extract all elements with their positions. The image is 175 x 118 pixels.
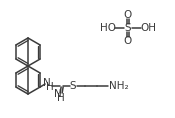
Text: OH: OH: [140, 23, 156, 33]
Text: N: N: [43, 78, 51, 88]
Text: N: N: [54, 89, 62, 99]
Text: H: H: [46, 82, 54, 92]
Text: H: H: [57, 93, 65, 103]
Text: O: O: [124, 10, 132, 20]
Text: NH₂: NH₂: [109, 81, 129, 91]
Text: S: S: [70, 81, 76, 91]
Text: S: S: [125, 23, 131, 33]
Text: HO: HO: [100, 23, 116, 33]
Text: O: O: [124, 36, 132, 46]
